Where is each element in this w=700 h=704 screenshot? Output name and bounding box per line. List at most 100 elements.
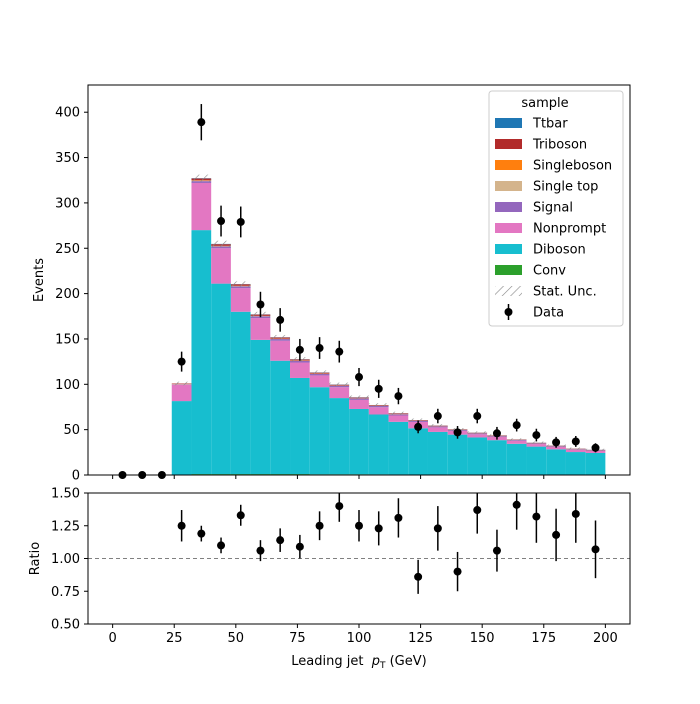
y-tick-label: 250 — [55, 242, 80, 257]
bar-diboson — [369, 415, 389, 475]
stat-unc-box — [507, 438, 527, 440]
data-point — [394, 392, 402, 400]
data-point — [434, 412, 442, 420]
data-point — [296, 346, 304, 354]
y-tick-label: 1.50 — [51, 487, 80, 502]
stat-unc-box — [389, 412, 409, 415]
data-point — [335, 348, 343, 356]
legend-label: Triboson — [532, 138, 587, 153]
ratio-point — [276, 536, 284, 544]
data-point — [375, 385, 383, 393]
stat-unc-box — [231, 281, 251, 286]
bar-nonprompt — [310, 375, 330, 387]
data-point — [276, 316, 284, 324]
ratio-point — [434, 524, 442, 532]
stat-unc-box — [211, 241, 231, 247]
legend-swatch — [495, 118, 522, 128]
y-tick-label: 0.50 — [51, 618, 80, 633]
data-point — [197, 118, 205, 126]
main-x-ticks — [113, 475, 606, 479]
ratio-point — [493, 547, 501, 555]
bar-diboson — [310, 387, 330, 474]
data-point — [493, 429, 501, 437]
bar-diboson — [566, 452, 586, 475]
bar-nonprompt — [369, 407, 389, 414]
ratio-point — [335, 502, 343, 510]
legend-swatch-hatch — [495, 286, 522, 296]
data-point — [414, 423, 422, 431]
ratio-point — [237, 511, 245, 519]
bar-diboson — [349, 409, 369, 474]
bar-nonprompt — [231, 288, 251, 312]
bar-diboson — [329, 398, 349, 474]
y-axis-label: Events — [32, 258, 47, 302]
bar-diboson — [487, 440, 507, 474]
y-tick-label: 350 — [55, 151, 80, 166]
legend-label: Single top — [533, 180, 598, 195]
x-tick-label: 150 — [470, 631, 495, 646]
stat-unc-box — [566, 448, 586, 450]
x-axis-label: Leading jet pT (GeV) — [291, 654, 426, 671]
data-point — [473, 412, 481, 420]
y-tick-label: 200 — [55, 287, 80, 302]
data-point — [532, 431, 540, 439]
x-tick-label: 0 — [108, 631, 116, 646]
legend-swatch — [495, 202, 522, 212]
ratio-point — [217, 541, 225, 549]
bar-nonprompt — [349, 400, 369, 409]
legend-label: Singleboson — [533, 159, 612, 174]
ratio-points — [178, 493, 600, 594]
bar-nonprompt — [211, 248, 231, 283]
legend-label: Stat. Unc. — [533, 285, 597, 300]
y-tick-label: 400 — [55, 106, 80, 121]
bar-diboson — [290, 378, 310, 474]
x-tick-label: 100 — [347, 631, 372, 646]
ratio-point — [316, 522, 324, 530]
bar-diboson — [507, 444, 527, 475]
ratio-point — [375, 524, 383, 532]
ratio-point — [513, 501, 521, 509]
ratio-point — [473, 506, 481, 514]
ratio-point — [355, 522, 363, 530]
bar-diboson — [172, 401, 192, 474]
legend-swatch — [495, 181, 522, 191]
legend-marker-point — [505, 308, 513, 316]
data-point — [454, 428, 462, 436]
legend-swatch — [495, 139, 522, 149]
data-point — [237, 218, 245, 226]
bar-diboson — [546, 449, 566, 474]
bar-nonprompt — [389, 416, 409, 422]
bar-nonprompt — [566, 450, 586, 452]
bar-diboson — [231, 312, 251, 474]
bar-nonprompt — [172, 385, 192, 401]
bar-nonprompt — [428, 427, 448, 432]
ratio-y-ticks: 0.500.751.001.251.50 — [51, 487, 88, 633]
bar-nonprompt — [467, 434, 487, 437]
bar-diboson — [448, 435, 468, 475]
bar-diboson — [408, 428, 428, 474]
data-point — [178, 358, 186, 366]
x-tick-label: 25 — [166, 631, 183, 646]
bar-diboson — [270, 361, 290, 474]
data-point — [316, 344, 324, 352]
data-point — [552, 438, 560, 446]
stat-unc-box — [349, 396, 369, 400]
bar-diboson — [251, 340, 271, 474]
y-tick-label: 300 — [55, 196, 80, 211]
legend-label: Conv — [533, 264, 566, 279]
y-tick-label: 0.75 — [51, 585, 80, 600]
bar-nonprompt — [329, 387, 349, 398]
stat-unc-box — [270, 335, 290, 340]
stat-unc-box — [329, 383, 349, 387]
legend-label: Data — [533, 306, 564, 321]
bar-diboson — [211, 284, 231, 474]
bar-diboson — [527, 447, 547, 475]
x-tick-label: 75 — [289, 631, 306, 646]
ratio-point — [296, 543, 304, 551]
ratio-point — [197, 530, 205, 538]
bar-nonprompt — [251, 318, 271, 340]
bar-diboson — [428, 432, 448, 475]
